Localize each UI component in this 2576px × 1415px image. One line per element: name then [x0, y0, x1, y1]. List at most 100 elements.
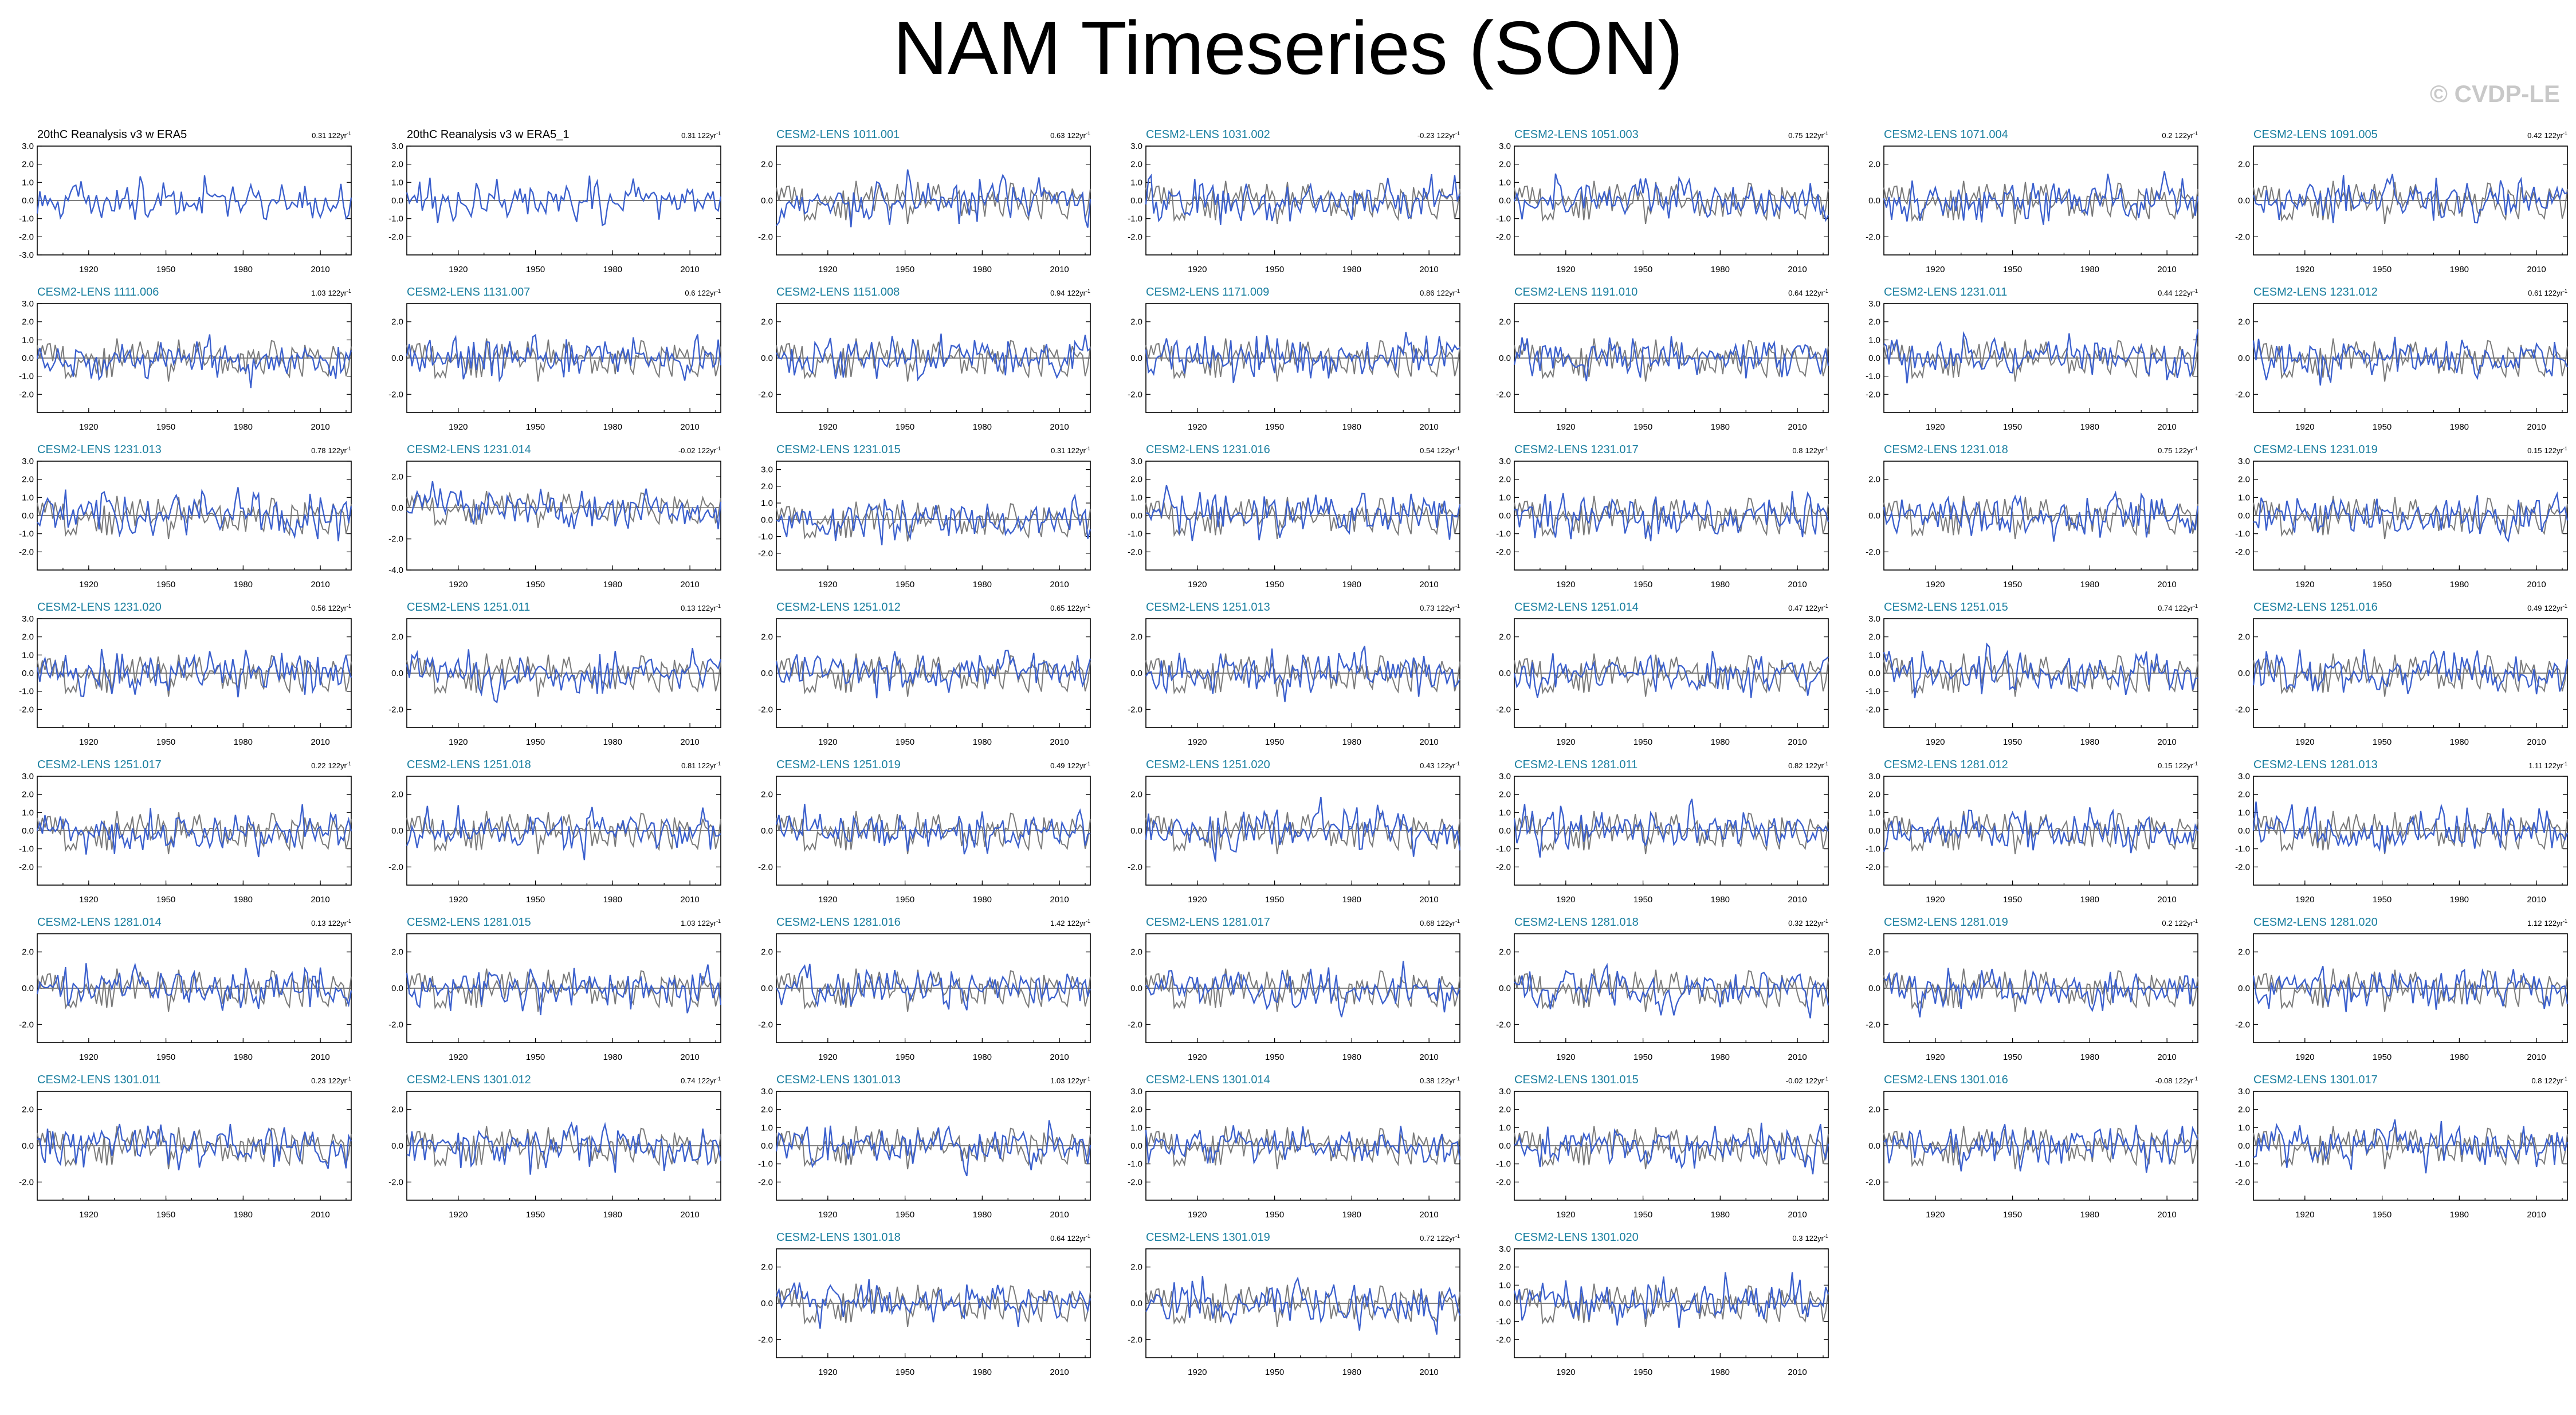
x-tick-label: 1980 — [2080, 422, 2099, 432]
x-tick-label: 1980 — [603, 580, 622, 589]
y-tick-label: -2.0 — [388, 232, 403, 242]
nam-panel: CESM2-LENS 1281.017 0.68 122yr-1 2.0 0.0 -2.0… — [1128, 916, 1461, 1062]
member-series-line — [1513, 1272, 1829, 1328]
x-tick-label: 1950 — [2373, 580, 2392, 589]
x-tick-label: 2010 — [2527, 1210, 2546, 1220]
y-tick-label: 0.0 — [1868, 826, 1880, 836]
y-tick-label: 2.0 — [1499, 1105, 1511, 1115]
panel-trend: 1.03 122yr-1 — [1050, 1076, 1090, 1085]
panel-trend: 0.64 122yr-1 — [1050, 1233, 1090, 1243]
trend-value: 0.2 — [2162, 919, 2172, 927]
panel-title: CESM2-LENS 1301.018 — [776, 1231, 901, 1244]
y-tick-label: 2.0 — [2238, 475, 2250, 485]
panel-trend: 0.31 122yr-1 — [312, 131, 351, 140]
y-tick-label: 0.0 — [1499, 196, 1511, 206]
x-tick-label: 1980 — [234, 265, 253, 274]
y-tick-label: -2.0 — [1128, 705, 1142, 714]
panel-trend: 0.8 122yr-1 — [2531, 1076, 2567, 1085]
trend-value: 0.82 — [1788, 761, 1803, 770]
trend-value: 0.8 — [1792, 446, 1803, 455]
x-tick-label: 2010 — [311, 737, 329, 747]
panel-trend: 0.75 122yr-1 — [2158, 446, 2198, 455]
panel-title: CESM2-LENS 1301.020 — [1514, 1231, 1639, 1244]
y-tick-label: -2.0 — [1128, 1177, 1142, 1187]
nam-panel: CESM2-LENS 1301.020 0.3 122yr-1 3.0 2.0 1.0 0.… — [1496, 1231, 1829, 1377]
y-tick-label: 1.0 — [22, 650, 34, 660]
trend-unit-exponent: -1 — [2193, 761, 2198, 767]
y-tick-label: 1.0 — [1499, 493, 1511, 502]
member-series-line — [406, 175, 722, 227]
y-tick-label: 2.0 — [22, 475, 34, 485]
x-tick-label: 1950 — [1265, 422, 1284, 432]
member-series-line — [2252, 801, 2569, 853]
y-tick-label: 0.0 — [391, 503, 403, 513]
x-tick-label: 1950 — [2373, 737, 2392, 747]
y-tick-label: 0.0 — [1130, 826, 1142, 836]
panel-title: CESM2-LENS 1281.017 — [1146, 916, 1270, 929]
panel-title: CESM2-LENS 1231.011 — [1884, 286, 2007, 298]
x-tick-label: 1980 — [603, 265, 622, 274]
y-tick-label: -2.0 — [19, 547, 34, 557]
y-tick-label: 2.0 — [2238, 632, 2250, 642]
y-tick-label: 2.0 — [2238, 1105, 2250, 1115]
y-tick-label: 3.0 — [2238, 772, 2250, 781]
y-tick-label: -2.0 — [388, 1020, 403, 1029]
x-tick-label: 1980 — [2080, 265, 2099, 274]
trend-unit-exponent: -1 — [716, 1076, 721, 1082]
nam-panel: CESM2-LENS 1231.019 0.15 122yr-1 3.0 2.0 1.0 0… — [2235, 443, 2569, 589]
x-tick-label: 1950 — [1265, 737, 1284, 747]
panel-title: CESM2-LENS 1011.001 — [776, 128, 900, 141]
panel-title: CESM2-LENS 1231.018 — [1884, 443, 2008, 456]
y-tick-label: -2.0 — [1866, 1020, 1880, 1029]
trend-unit: 122yr — [328, 289, 347, 297]
x-tick-label: 1920 — [2295, 737, 2314, 747]
y-tick-label: 1.0 — [1868, 335, 1880, 345]
member-series-line — [1883, 490, 2199, 542]
nam-panel: CESM2-LENS 1301.011 0.23 122yr-1 2.0 0.0 -2.0… — [19, 1074, 352, 1220]
panel-trend: 0.68 122yr-1 — [1420, 918, 1460, 927]
y-tick-label: 3.0 — [1499, 772, 1511, 781]
member-series-line — [406, 964, 722, 1016]
x-tick-label: 1980 — [603, 422, 622, 432]
trend-unit: 122yr — [328, 1076, 347, 1085]
trend-unit: 122yr — [2544, 289, 2563, 297]
panel-title: CESM2-LENS 1251.014 — [1514, 601, 1639, 614]
x-tick-label: 1950 — [526, 580, 545, 589]
observed-series-line — [406, 653, 721, 697]
trend-unit: 122yr — [1436, 289, 1455, 297]
y-tick-label: -2.0 — [1496, 390, 1511, 399]
member-series-line — [36, 804, 352, 858]
nam-panel: CESM2-LENS 1251.014 0.47 122yr-1 2.0 0.0 -2.0… — [1496, 601, 1829, 747]
y-tick-label: 2.0 — [1130, 948, 1142, 957]
y-tick-label: 1.0 — [391, 178, 403, 187]
member-series-line — [776, 493, 1091, 545]
y-tick-label: -1.0 — [1496, 214, 1511, 224]
nam-panel: CESM2-LENS 1301.018 0.64 122yr-1 2.0 0.0 -2.0… — [758, 1231, 1091, 1377]
x-tick-label: 2010 — [311, 580, 329, 589]
trend-value: 0.2 — [2162, 131, 2172, 140]
y-tick-label: 2.0 — [761, 482, 773, 492]
y-tick-label: 0.0 — [1130, 1141, 1142, 1151]
member-series-line — [1513, 173, 1829, 222]
y-tick-label: 0.0 — [1499, 669, 1511, 678]
trend-value: 0.54 — [1420, 446, 1434, 455]
member-series-line — [1145, 646, 1461, 702]
trend-unit: 122yr — [1805, 1076, 1824, 1085]
x-tick-label: 1980 — [973, 737, 992, 747]
trend-value: 0.47 — [1788, 604, 1803, 612]
member-series-line — [36, 962, 352, 1011]
x-tick-label: 1920 — [1926, 737, 1945, 747]
trend-unit-exponent: -1 — [2193, 446, 2198, 451]
trend-unit: 122yr — [1067, 604, 1086, 612]
trend-value: 0.31 — [312, 131, 326, 140]
panel-trend: 0.22 122yr-1 — [311, 761, 351, 770]
member-series-line — [1145, 796, 1461, 862]
x-tick-label: 1950 — [1633, 737, 1652, 747]
panel-trend: 1.03 122yr-1 — [681, 918, 721, 927]
trend-unit: 122yr — [2174, 131, 2193, 140]
nam-panel: 20thC Reanalysis v3 w ERA5 0.31 122yr-1 3.0… — [19, 128, 352, 274]
x-tick-label: 1950 — [526, 737, 545, 747]
x-tick-label: 1920 — [1926, 422, 1945, 432]
x-tick-label: 1950 — [1265, 1210, 1284, 1220]
